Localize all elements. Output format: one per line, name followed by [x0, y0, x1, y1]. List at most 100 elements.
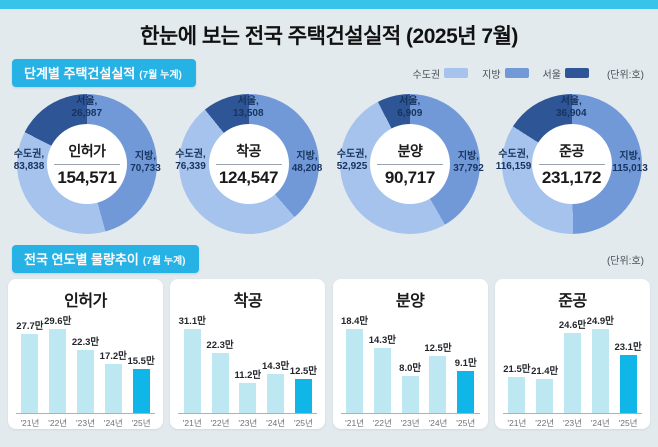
donut-center-divider	[215, 163, 282, 165]
bar-'24년	[429, 356, 447, 413]
bar-'24년	[104, 364, 122, 413]
bar-x-axis-labels: '21년 '22년 '23년 '24년 '25년	[341, 414, 480, 429]
region-value: 52,925	[336, 161, 368, 172]
bar-value-label: 14.3만	[368, 335, 396, 346]
x-tick-label: '24년	[103, 418, 123, 428]
donut-center: 인허가 154,571	[47, 124, 127, 204]
bar-'22년	[536, 379, 554, 413]
x-tick-label: '21년	[507, 418, 527, 428]
donut-total-value: 154,571	[57, 167, 117, 187]
region-name: 지방,	[457, 151, 480, 162]
donut-center-divider	[377, 163, 443, 165]
bar-'23년	[239, 383, 257, 413]
bar-column: 27.7만	[16, 318, 44, 413]
page-title: 한눈에 보는 전국 주택건설실적 (2025년 7월)	[140, 25, 518, 48]
region-name: 수도권,	[336, 149, 368, 160]
bar-value-label: 27.7만	[16, 321, 44, 332]
x-tick-label: '22년	[210, 418, 230, 428]
donut-chart-3-분양: 분양 90,717 서울, 6,909 수도권, 52,925 지방, 37,792	[329, 91, 491, 243]
bar-'25년	[619, 355, 637, 413]
donut-ring: 인허가 154,571	[17, 94, 157, 234]
donut-center: 착공 124,547	[208, 124, 289, 204]
donut-label-jibang: 지방, 37,792	[443, 151, 495, 175]
section2-subtitle: (7월 누계)	[142, 256, 186, 267]
section1-unit-label: (단위:호)	[606, 69, 644, 81]
bar-chart-1-인허가: 인허가 27.7만 29.6만 22.3만 17.2만 15.5만 '21년 '22년 '23년…	[8, 279, 163, 429]
bar-x-axis-labels: '21년 '22년 '23년 '24년 '25년	[16, 414, 155, 429]
donut-center-divider	[54, 163, 120, 165]
bar-plot-area: 18.4만 14.3만 8.0만 12.5만 9.1만	[340, 313, 480, 414]
donut-title: 인허가	[68, 142, 106, 159]
legend-label: 수도권	[412, 69, 441, 81]
region-name: 지방,	[296, 151, 318, 162]
region-name: 수도권,	[175, 149, 206, 160]
bar-column: 24.6만	[558, 317, 587, 413]
bar-value-label: 11.2만	[234, 370, 262, 381]
bar-chart-title: 인허가	[64, 293, 107, 310]
donut-title: 착공	[236, 142, 261, 159]
bar-column: 11.2만	[234, 367, 262, 413]
bar-column: 21.5만	[503, 361, 531, 413]
legend-item-seoul: 서울	[543, 66, 589, 81]
donut-label-sudogwon: 수도권, 116,159	[488, 149, 540, 173]
legend-label: 지방	[482, 69, 501, 81]
bar-value-label: 24.6만	[558, 320, 587, 331]
bar-value-label: 21.4만	[531, 366, 559, 377]
x-tick-label: '23년	[238, 418, 258, 428]
legend-item-jibang: 지방	[482, 66, 529, 81]
legend-swatch-sudogwon	[444, 68, 469, 78]
bar-chart-4-준공: 준공 21.5만 21.4만 24.6만 24.9만 23.1만 '21년 '22년 '23년 '…	[494, 279, 650, 429]
bar-value-label: 8.0만	[399, 363, 422, 374]
x-tick-label: '23년	[400, 418, 420, 428]
region-name: 서울,	[76, 96, 98, 107]
x-tick-label: '21년	[182, 418, 202, 428]
x-tick-label: '21년	[345, 418, 364, 428]
region-value: 116,159	[495, 161, 532, 172]
section1-badge: 단계별 주택건설실적 (7월 누계)	[12, 59, 196, 87]
region-name: 서울,	[237, 96, 259, 107]
bar-'21년	[508, 377, 526, 413]
region-name: 지방,	[134, 151, 157, 162]
x-tick-label: '22년	[535, 418, 555, 428]
bar-'23년	[76, 350, 94, 413]
bar-column: 8.0만	[397, 360, 423, 413]
region-name: 서울,	[399, 96, 421, 107]
donut-label-seoul: 서울, 13,508	[168, 96, 330, 120]
region-value: 48,208	[291, 163, 323, 174]
bar-column: 17.2만	[99, 348, 127, 413]
donut-label-seoul: 서울, 26,987	[6, 96, 168, 120]
donut-label-jibang: 지방, 115,013	[604, 151, 656, 175]
bar-column: 14.3만	[368, 332, 396, 413]
bar-chart-title: 분양	[395, 293, 425, 310]
bar-'24년	[267, 374, 285, 413]
x-tick-label: '24년	[590, 418, 610, 428]
region-value: 37,792	[453, 163, 484, 174]
bar-value-label: 17.2만	[99, 351, 127, 362]
bar-value-label: 9.1만	[454, 358, 477, 369]
bar-value-label: 12.5만	[289, 366, 318, 377]
legend-swatch-jibang	[504, 68, 529, 78]
section1-header-row: 단계별 주택건설실적 (7월 누계) 수도권 지방 서울 (단위:호)	[0, 59, 658, 87]
bar-column: 9.1만	[453, 355, 479, 413]
region-name: 서울,	[560, 96, 582, 107]
bar-chart-title: 착공	[233, 293, 263, 310]
bar-column: 12.5만	[289, 363, 318, 413]
donut-ring: 착공 124,547	[178, 94, 319, 234]
region-value: 26,987	[71, 108, 103, 119]
bar-x-axis-labels: '21년 '22년 '23년 '24년 '25년	[178, 414, 317, 429]
section1-title: 단계별 주택건설실적	[24, 66, 136, 81]
bar-value-label: 31.1만	[178, 316, 206, 327]
bar-plot-area: 31.1만 22.3만 11.2만 14.3만 12.5만	[178, 313, 318, 414]
bar-'25년	[294, 379, 312, 413]
bar-'22년	[373, 348, 391, 413]
region-name: 지방,	[619, 151, 641, 162]
bar-'21년	[183, 329, 201, 413]
donut-label-seoul: 서울, 6,909	[329, 96, 491, 120]
bar-value-label: 24.9만	[586, 316, 614, 327]
bar-chart-row: 인허가 27.7만 29.6만 22.3만 17.2만 15.5만 '21년 '22년 '23년…	[0, 273, 658, 429]
bar-value-label: 29.6만	[44, 316, 72, 327]
legend-item-sudogwon: 수도권	[413, 66, 469, 81]
x-tick-label: '25년	[618, 418, 638, 428]
section2-unit-label: (단위:호)	[606, 255, 644, 267]
bar-column: 22.3만	[206, 337, 234, 413]
